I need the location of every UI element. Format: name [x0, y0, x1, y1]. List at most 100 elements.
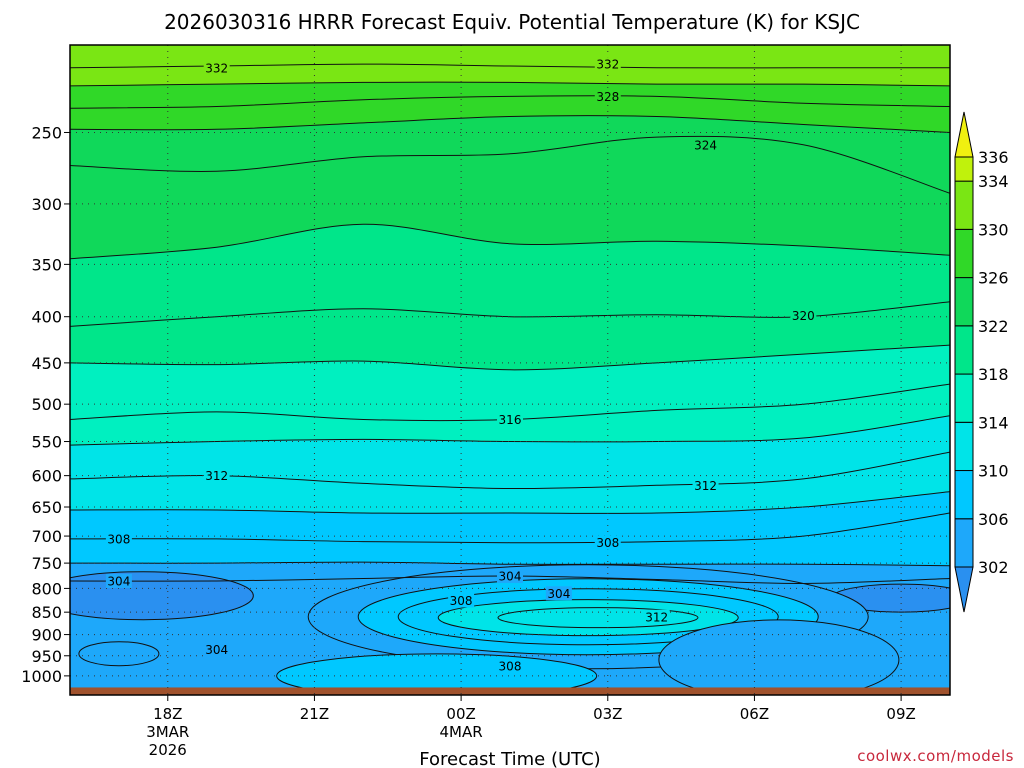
colorbar-tick-302: 302 — [978, 558, 1009, 577]
y-tick-label-300: 300 — [31, 195, 62, 214]
colorbar-swatch-330 — [954, 180, 974, 230]
contour-label-304: 304 — [499, 569, 522, 583]
contour-label-304: 304 — [107, 574, 130, 588]
y-tick-label-250: 250 — [31, 123, 62, 142]
contour-label-332: 332 — [205, 61, 228, 75]
contour-label-332: 332 — [596, 58, 619, 72]
x-tick-label-18: 18Z — [153, 705, 182, 723]
contour-label-304: 304 — [205, 643, 228, 657]
x-tick-label-21: 21Z — [300, 705, 329, 723]
contour-330 — [70, 81, 950, 87]
y-tick-label-700: 700 — [31, 527, 62, 546]
colorbar-swatch-318 — [954, 325, 974, 375]
contour-label-bg — [203, 642, 230, 657]
y-tick-label-350: 350 — [31, 255, 62, 274]
contour-label-304: 304 — [547, 587, 570, 601]
contour-label-328: 328 — [596, 90, 619, 104]
colorbar-tick-318: 318 — [978, 365, 1009, 384]
colorbar: 302 306 310 314 318 322 326 330 334 336 — [954, 111, 1009, 613]
contour-label-308: 308 — [107, 532, 130, 546]
contour-label-bg — [497, 568, 523, 583]
fill-band-332 — [70, 45, 950, 68]
colorbar-tick-314: 314 — [978, 413, 1009, 432]
contour-label-320: 320 — [792, 309, 815, 323]
contour-label-bg — [790, 308, 817, 323]
contour-label-bg — [105, 573, 132, 588]
contour-314 — [70, 415, 950, 446]
contour-label-316: 316 — [499, 413, 522, 427]
y-tick-label-650: 650 — [31, 498, 62, 517]
contour-label-312: 312 — [205, 469, 228, 483]
colorbar-tick-336: 336 — [978, 148, 1009, 167]
contour-label-bg — [594, 57, 621, 72]
colorbar-tick-326: 326 — [978, 269, 1009, 288]
colorbar-swatch-306 — [954, 470, 974, 520]
y-tick-label-1000: 1000 — [21, 667, 62, 686]
contour-label-324: 324 — [694, 138, 717, 152]
theta-e-pocket-sw — [78, 641, 160, 667]
colorbar-swatch-314 — [954, 373, 974, 423]
y-tick-label-950: 950 — [31, 647, 62, 666]
contour-label-bg — [203, 60, 230, 75]
x-tick-label-24: 00Z — [446, 705, 475, 723]
y-tick-label-400: 400 — [31, 308, 62, 327]
colorbar-tick-306: 306 — [978, 510, 1009, 529]
contour-label-308: 308 — [450, 594, 473, 608]
pressure-axis: 250 300 350 400 450 500 550 600 650 700 750 800 850 9… — [21, 123, 70, 686]
y-tick-label-900: 900 — [31, 626, 62, 645]
contour-label-bg — [692, 137, 719, 152]
theta-e-filled-layers — [70, 45, 950, 695]
x-axis-label: Forecast Time (UTC) — [419, 749, 600, 768]
y-tick-label-450: 450 — [31, 354, 62, 373]
colorbar-arrow-high — [954, 111, 974, 158]
colorbar-arrow-low — [954, 566, 974, 613]
contour-label-bg — [594, 535, 621, 550]
contour-label-bg — [105, 531, 132, 546]
x-tick-label-27: 03Z — [593, 705, 622, 723]
contour-label-312: 312 — [645, 610, 668, 624]
x-tick-label-18: 2026 — [149, 741, 187, 759]
contour-label-308: 308 — [596, 536, 619, 550]
contour-326 — [70, 115, 950, 133]
contour-310 — [70, 491, 950, 514]
contour-label-bg — [497, 658, 523, 673]
y-tick-label-800: 800 — [31, 579, 62, 598]
dotted-grid — [70, 45, 950, 695]
contour-324 — [70, 135, 950, 194]
plot-frame — [69, 44, 951, 696]
contour-label-bg — [203, 468, 230, 483]
chart-title: 2026030316 HRRR Forecast Equiv. Potentia… — [164, 10, 860, 34]
colorbar-swatch-326 — [954, 228, 974, 279]
contour-labels: 332 332 328 324 320 316 312 312 308 308 304 304 304 3… — [105, 57, 817, 673]
x-tick-label-24: 4MAR — [440, 723, 483, 741]
contour-label-bg — [545, 586, 572, 601]
colorbar-tick-322: 322 — [978, 317, 1009, 336]
contour-label-312: 312 — [694, 479, 717, 493]
x-tick-label-18: 3MAR — [146, 723, 189, 741]
y-tick-label-850: 850 — [31, 603, 62, 622]
y-tick-label-600: 600 — [31, 467, 62, 486]
colorbar-tick-310: 310 — [978, 462, 1009, 481]
colorbar-tick-330: 330 — [978, 220, 1009, 239]
contour-label-bg — [497, 412, 523, 427]
colorbar-swatch-322 — [954, 277, 974, 327]
contour-label-bg — [594, 89, 621, 104]
x-tick-label-33: 09Z — [886, 705, 915, 723]
colorbar-swatch-310 — [954, 421, 974, 472]
contour-label-308: 308 — [499, 659, 522, 673]
contour-328 — [70, 95, 950, 109]
contour-322 — [70, 223, 950, 260]
colorbar-tick-334: 334 — [978, 172, 1009, 191]
colorbar-swatch-302 — [954, 518, 974, 568]
credit-text: coolwx.com/models — [857, 747, 1014, 765]
contour-308 — [70, 512, 950, 544]
contour-label-bg — [448, 593, 475, 608]
y-tick-label-750: 750 — [31, 554, 62, 573]
x-tick-label-30: 06Z — [740, 705, 769, 723]
colorbar-swatch-334 — [954, 156, 974, 182]
contour-306 — [70, 561, 950, 567]
contour-label-bg — [643, 609, 670, 624]
contour-label-bg — [692, 478, 719, 493]
